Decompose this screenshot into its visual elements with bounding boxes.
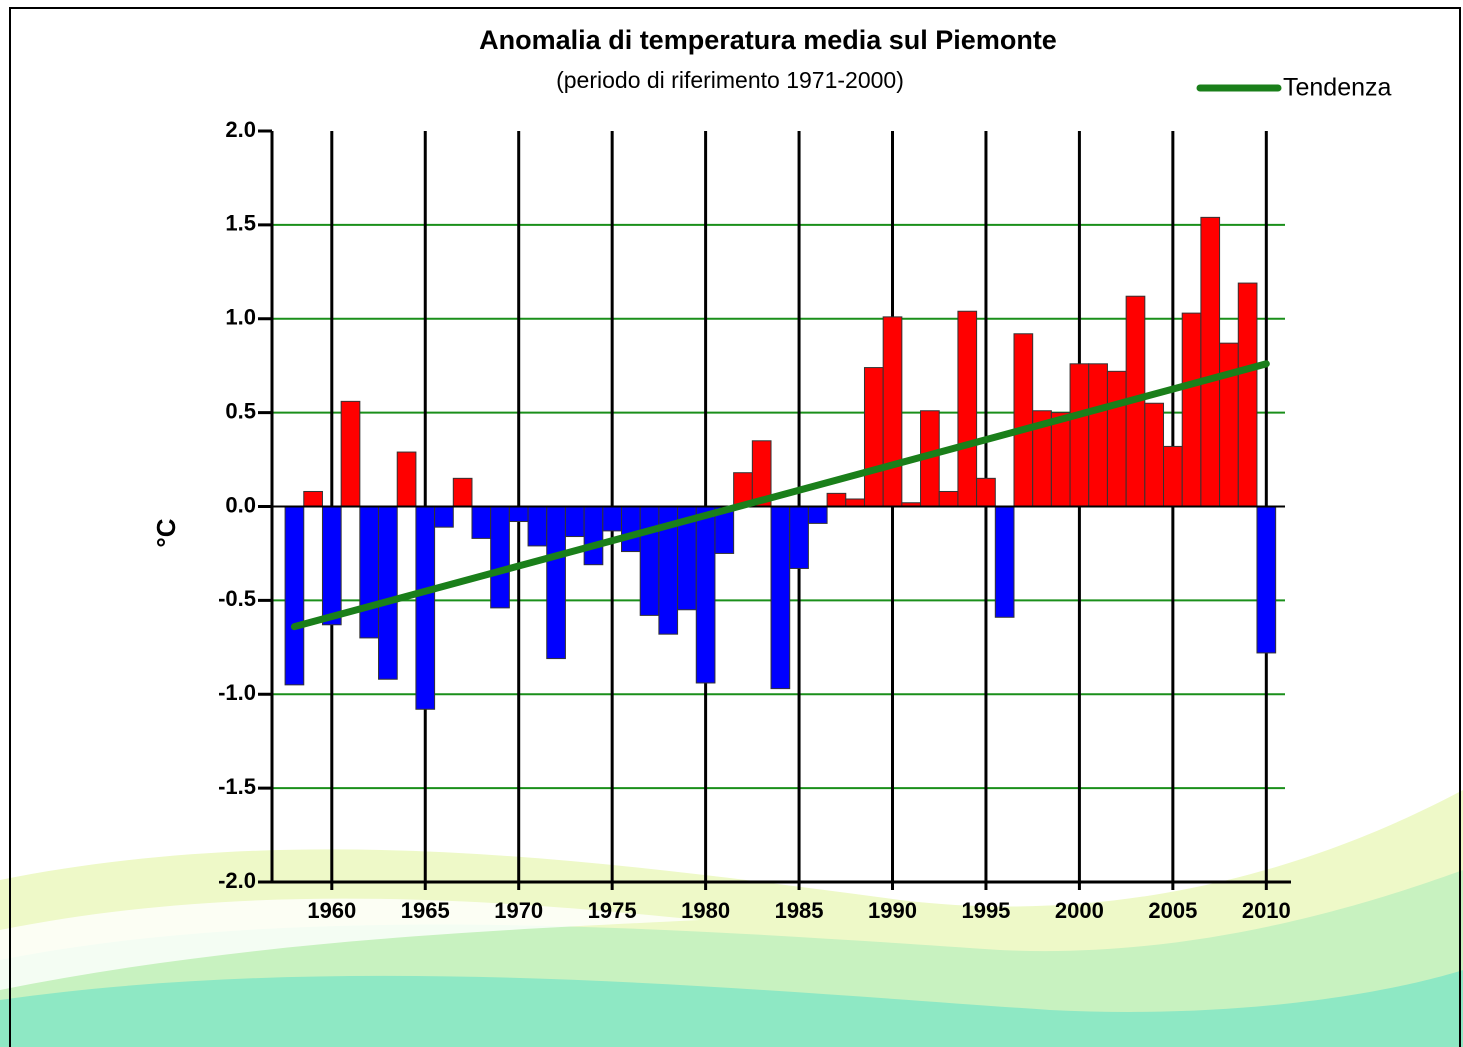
y-tick-label: 1.0	[225, 305, 256, 330]
bar	[863, 367, 884, 507]
bar	[303, 490, 323, 508]
bar	[396, 451, 417, 507]
bar	[1181, 312, 1202, 507]
bar	[564, 506, 585, 538]
bar	[826, 492, 847, 508]
bar	[976, 477, 996, 507]
bar	[845, 498, 865, 507]
bar	[1163, 445, 1183, 508]
bar	[1200, 216, 1221, 508]
y-tick-label: 0.0	[225, 492, 256, 517]
bar	[546, 506, 566, 660]
x-tick-label: 1990	[868, 898, 917, 923]
bar	[957, 310, 978, 507]
x-tick-label: 1980	[681, 898, 730, 923]
x-tick-label: 1975	[588, 898, 637, 923]
wave	[0, 970, 1463, 1047]
bar	[639, 506, 660, 616]
bar	[1237, 282, 1258, 508]
y-tick-label: -1.0	[218, 680, 256, 705]
bar	[882, 316, 903, 507]
bar	[1256, 506, 1277, 654]
bar	[434, 506, 454, 528]
bar	[1069, 363, 1090, 507]
x-tick-label: 1985	[775, 898, 824, 923]
x-tick-label: 1995	[961, 898, 1010, 923]
chart-subtitle: (periodo di riferimento 1971-2000)	[556, 67, 904, 93]
y-tick-label: -0.5	[218, 586, 256, 611]
bar	[621, 506, 641, 553]
bar	[994, 506, 1015, 618]
legend-label: Tendenza	[1283, 74, 1392, 102]
bar	[1106, 370, 1127, 507]
bar	[602, 506, 623, 532]
x-tick-label: 1970	[494, 898, 543, 923]
bar	[378, 506, 398, 680]
y-tick-label: 1.5	[225, 211, 256, 236]
x-tick-label: 1965	[401, 898, 450, 923]
bar	[695, 506, 716, 684]
bar	[1050, 412, 1071, 507]
bar	[789, 506, 809, 569]
y-tick-label: 2.0	[225, 117, 256, 142]
trend-line	[290, 360, 1270, 631]
y-tick-label: -2.0	[218, 868, 256, 893]
bar	[1088, 363, 1108, 507]
bar	[359, 506, 380, 639]
bar	[1219, 342, 1239, 507]
bar	[415, 506, 436, 710]
chart-title: Anomalia di temperatura media sul Piemon…	[479, 25, 1057, 55]
background-waves	[0, 790, 1463, 1047]
x-tick-label: 1960	[307, 898, 356, 923]
frame	[9, 7, 1461, 1047]
bar	[284, 506, 305, 686]
bar	[938, 490, 959, 508]
bar	[490, 506, 510, 609]
bar	[340, 400, 361, 507]
x-tick-label: 2005	[1148, 898, 1197, 923]
bar	[807, 506, 828, 524]
y-tick-label: -1.5	[218, 774, 256, 799]
bar	[1013, 333, 1034, 507]
y-axis-label: °C	[151, 518, 181, 547]
wave	[0, 898, 700, 990]
bar	[321, 506, 342, 626]
bar	[583, 506, 604, 566]
bar	[471, 506, 492, 539]
bar	[452, 477, 473, 507]
bar	[527, 506, 548, 547]
y-tick-label: 0.5	[225, 398, 256, 423]
x-tick-label: 2000	[1055, 898, 1104, 923]
bar	[508, 506, 529, 523]
bar	[1144, 402, 1165, 507]
bar	[770, 506, 791, 690]
x-tick-label: 2010	[1242, 898, 1291, 923]
